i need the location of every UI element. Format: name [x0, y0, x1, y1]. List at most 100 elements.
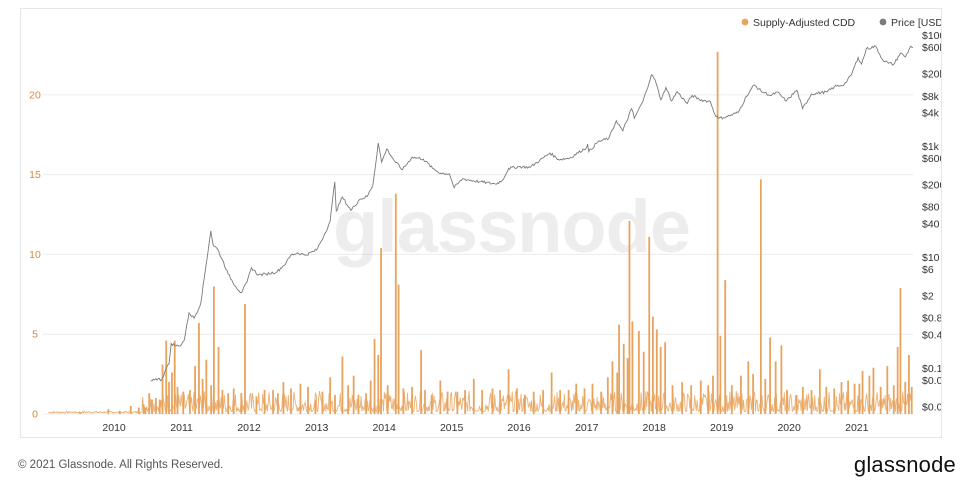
- cdd-bar: [79, 412, 81, 414]
- right-tick-label: $4k: [922, 107, 940, 119]
- glassnode-logo: glassnode: [853, 452, 956, 477]
- left-axis: 0 5 10 15 20: [29, 89, 41, 420]
- right-tick-label: $6: [922, 264, 934, 276]
- right-tick-label: $0.02: [922, 402, 941, 414]
- cdd-bar: [176, 386, 179, 414]
- right-tick-label: $200: [922, 180, 941, 192]
- cdd-bar: [151, 399, 153, 414]
- x-tick-label: 2020: [777, 422, 801, 434]
- cdd-bar: [430, 394, 433, 414]
- left-tick-label: 15: [29, 169, 41, 181]
- cdd-bar: [158, 399, 161, 414]
- cdd-bar: [611, 361, 614, 414]
- x-tick-label: 2014: [372, 422, 396, 434]
- x-tick-label: 2015: [440, 422, 464, 434]
- cdd-bar: [272, 390, 274, 414]
- cdd-bar: [439, 380, 442, 414]
- cdd-bar: [833, 388, 836, 414]
- cdd-bar: [276, 393, 279, 414]
- cdd-bar: [681, 382, 684, 414]
- right-tick-label: $40: [922, 218, 940, 230]
- cdd-bar: [499, 390, 501, 414]
- cdd-bar: [402, 388, 405, 414]
- legend-cdd-swatch: [741, 18, 749, 26]
- cdd-bar: [622, 343, 625, 414]
- cdd-bar: [148, 393, 151, 414]
- cdd-bar: [205, 359, 208, 414]
- x-tick-label: 2013: [305, 422, 329, 434]
- cdd-bar: [352, 375, 355, 414]
- left-tick-label: 5: [32, 329, 38, 341]
- cdd-bar: [397, 284, 400, 414]
- cdd-bar: [910, 386, 913, 414]
- x-tick-label: 2010: [102, 422, 126, 434]
- right-tick-label: $0.80: [922, 313, 941, 325]
- cdd-bar: [752, 374, 755, 414]
- cdd-bar: [759, 179, 762, 414]
- cdd-bar: [825, 386, 828, 414]
- cdd-bar: [724, 279, 727, 414]
- right-tick-label: $1k: [922, 141, 940, 153]
- x-tick-label: 2017: [575, 422, 599, 434]
- x-tick-label: 2016: [507, 422, 531, 434]
- cdd-bar: [626, 358, 629, 414]
- cdd-bar: [712, 375, 714, 414]
- cdd-bar: [786, 390, 788, 414]
- cdd-bar: [559, 390, 562, 414]
- cdd-bar: [168, 382, 170, 414]
- x-axis: 2010 2011 2012 2013 2014 2015 2016 2017 2018 2019…: [102, 422, 868, 434]
- cdd-bar: [446, 391, 449, 414]
- cdd-bar: [201, 378, 204, 414]
- cdd-bar: [719, 335, 722, 414]
- cdd-bar: [232, 388, 235, 414]
- cdd-bar: [341, 356, 344, 414]
- cdd-bar: [299, 383, 302, 414]
- price-line: [150, 44, 914, 382]
- cdd-bar: [456, 391, 459, 414]
- cdd-bar: [314, 399, 317, 414]
- cdd-bar: [659, 346, 662, 414]
- gridlines: [43, 94, 913, 415]
- cdd-bar: [853, 383, 856, 414]
- legend-cdd-label: Supply-Adjusted CDD: [753, 17, 856, 29]
- cdd-bar: [507, 369, 510, 414]
- cdd-bar: [764, 378, 767, 414]
- right-tick-label: $10: [922, 252, 940, 264]
- cdd-bar: [616, 372, 619, 414]
- left-tick-label: 0: [32, 409, 38, 421]
- cdd-bar: [386, 385, 389, 414]
- cdd-bar: [567, 390, 570, 414]
- cdd-bar: [774, 361, 777, 414]
- cdd-bar: [244, 303, 246, 414]
- x-tick-label: 2012: [237, 422, 261, 434]
- cdd-bar: [606, 377, 609, 414]
- cdd-bar: [858, 383, 861, 414]
- cdd-bar: [628, 220, 631, 414]
- left-tick-label: 10: [29, 249, 41, 261]
- cdd-bar: [707, 385, 710, 414]
- cdd-bar: [740, 375, 742, 414]
- cdd-bar: [892, 385, 895, 414]
- cdd-bar: [618, 324, 620, 414]
- x-tick-label: 2019: [710, 422, 734, 434]
- x-tick-label: 2011: [170, 422, 193, 434]
- cdd-bar: [818, 369, 821, 414]
- cdd-bar: [198, 323, 200, 414]
- cdd-bar: [872, 367, 875, 414]
- cdd-bar: [908, 354, 910, 414]
- cdd-bar: [896, 346, 899, 414]
- cdd-bar: [171, 372, 173, 414]
- cdd-bar: [464, 390, 467, 414]
- cdd-bar: [213, 286, 215, 414]
- cdd-bar: [394, 193, 397, 414]
- legend-price-label: Price [USD]: [891, 17, 941, 29]
- cdd-bar: [227, 393, 230, 414]
- right-tick-label: $80: [922, 202, 940, 214]
- cdd-bar: [664, 342, 667, 414]
- x-tick-label: 2018: [643, 422, 667, 434]
- cdd-bar: [840, 382, 843, 414]
- cdd-bar: [637, 331, 640, 414]
- cdd-bar: [369, 380, 372, 414]
- cdd-bar: [795, 394, 798, 414]
